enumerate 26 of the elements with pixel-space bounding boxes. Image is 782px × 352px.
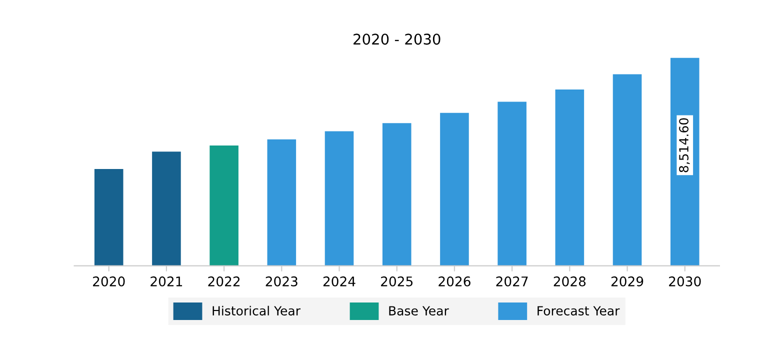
x-tick-label: 2028 xyxy=(554,276,586,286)
x-tick-label: 2020 xyxy=(93,276,125,286)
legend-label: Base Year xyxy=(389,306,449,316)
bar xyxy=(555,89,584,266)
x-tick-label: 2029 xyxy=(611,276,644,286)
x-tick-label: 2026 xyxy=(438,276,470,286)
x-tick-label: 2030 xyxy=(669,276,701,286)
bar xyxy=(210,146,238,266)
chart-title: 2020 - 2030 xyxy=(354,34,440,45)
x-tick-label: 2027 xyxy=(496,276,528,286)
x-tick-label: 2023 xyxy=(266,276,298,286)
x-tick-label: 2022 xyxy=(208,276,240,286)
bar xyxy=(498,102,526,266)
bar xyxy=(440,112,469,266)
bar xyxy=(94,168,124,266)
x-tick-label: 2021 xyxy=(150,276,182,286)
legend-label: Forecast Year xyxy=(538,306,620,316)
bar xyxy=(152,152,181,266)
bar xyxy=(324,131,354,266)
bar xyxy=(612,74,642,266)
x-tick-label: 2025 xyxy=(381,276,412,286)
bar xyxy=(267,139,296,266)
data-label: 8,514.60 xyxy=(679,118,690,172)
bar xyxy=(382,123,412,266)
x-tick-label: 2024 xyxy=(323,276,356,286)
legend-label: Historical Year xyxy=(212,306,301,316)
